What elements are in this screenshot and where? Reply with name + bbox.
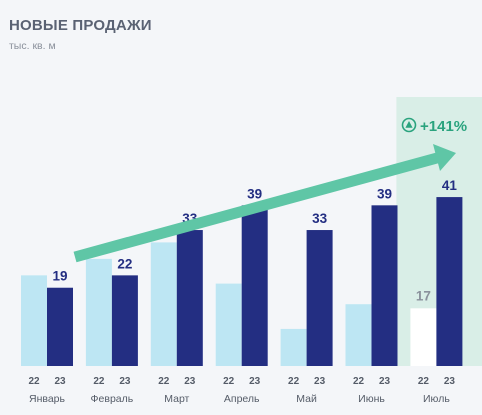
trend-arrow-shaft [73, 152, 439, 263]
bar-2022-1 [85, 258, 112, 366]
value-label-2023-3: 39 [247, 186, 262, 201]
month-label-2: Март [164, 393, 189, 405]
bar-2022-3 [215, 283, 242, 366]
growth-label: +141% [420, 118, 467, 135]
value-label-2023-5: 39 [377, 186, 392, 201]
value-label-2023-6: 41 [442, 178, 458, 193]
year-label-23-6: 23 [444, 376, 456, 387]
year-label-22-3: 22 [223, 376, 235, 387]
triangle-up-icon [405, 121, 413, 128]
bar-2023-0 [47, 287, 73, 366]
year-label-23-3: 23 [249, 376, 261, 387]
bar-2023-4 [306, 230, 333, 366]
trend-arrow-head [433, 144, 456, 171]
bar-2022-0 [21, 275, 47, 366]
year-label-23-1: 23 [119, 376, 131, 387]
chart-subtitle: тыс. кв. м [9, 40, 56, 52]
bar-2022-5 [345, 304, 372, 366]
bar-2023-6 [436, 197, 463, 366]
value-label-2023-1: 22 [117, 256, 132, 271]
month-label-3: Апрель [224, 393, 260, 405]
value-label-2023-4: 33 [312, 211, 328, 226]
bar-2022-2 [150, 242, 177, 366]
year-label-23-0: 23 [54, 376, 66, 387]
chart-title: НОВЫЕ ПРОДАЖИ [9, 17, 152, 34]
month-label-0: Январь [29, 393, 66, 405]
value-label-2022-last: 17 [416, 288, 431, 303]
year-label-22-5: 22 [353, 376, 365, 387]
bar-2023-5 [371, 205, 398, 366]
month-label-1: Февраль [91, 393, 134, 405]
bar-2023-3 [241, 205, 268, 366]
bar-2022-4 [280, 328, 307, 366]
month-label-5: Июнь [358, 393, 385, 405]
year-label-23-4: 23 [314, 376, 326, 387]
month-label-4: Май [296, 393, 317, 405]
year-label-22-2: 22 [158, 376, 170, 387]
bar-2022-6 [410, 308, 437, 366]
year-label-23-5: 23 [379, 376, 391, 387]
year-label-22-1: 22 [93, 376, 105, 387]
month-label-6: Июль [423, 393, 450, 405]
circle-up-icon [401, 117, 417, 133]
bar-2023-1 [111, 275, 138, 366]
year-label-22-6: 22 [418, 376, 430, 387]
year-label-22-0: 22 [28, 376, 40, 387]
year-label-23-2: 23 [184, 376, 196, 387]
value-label-2023-0: 19 [52, 269, 67, 284]
year-label-22-4: 22 [288, 376, 300, 387]
bar-2023-2 [176, 230, 203, 366]
